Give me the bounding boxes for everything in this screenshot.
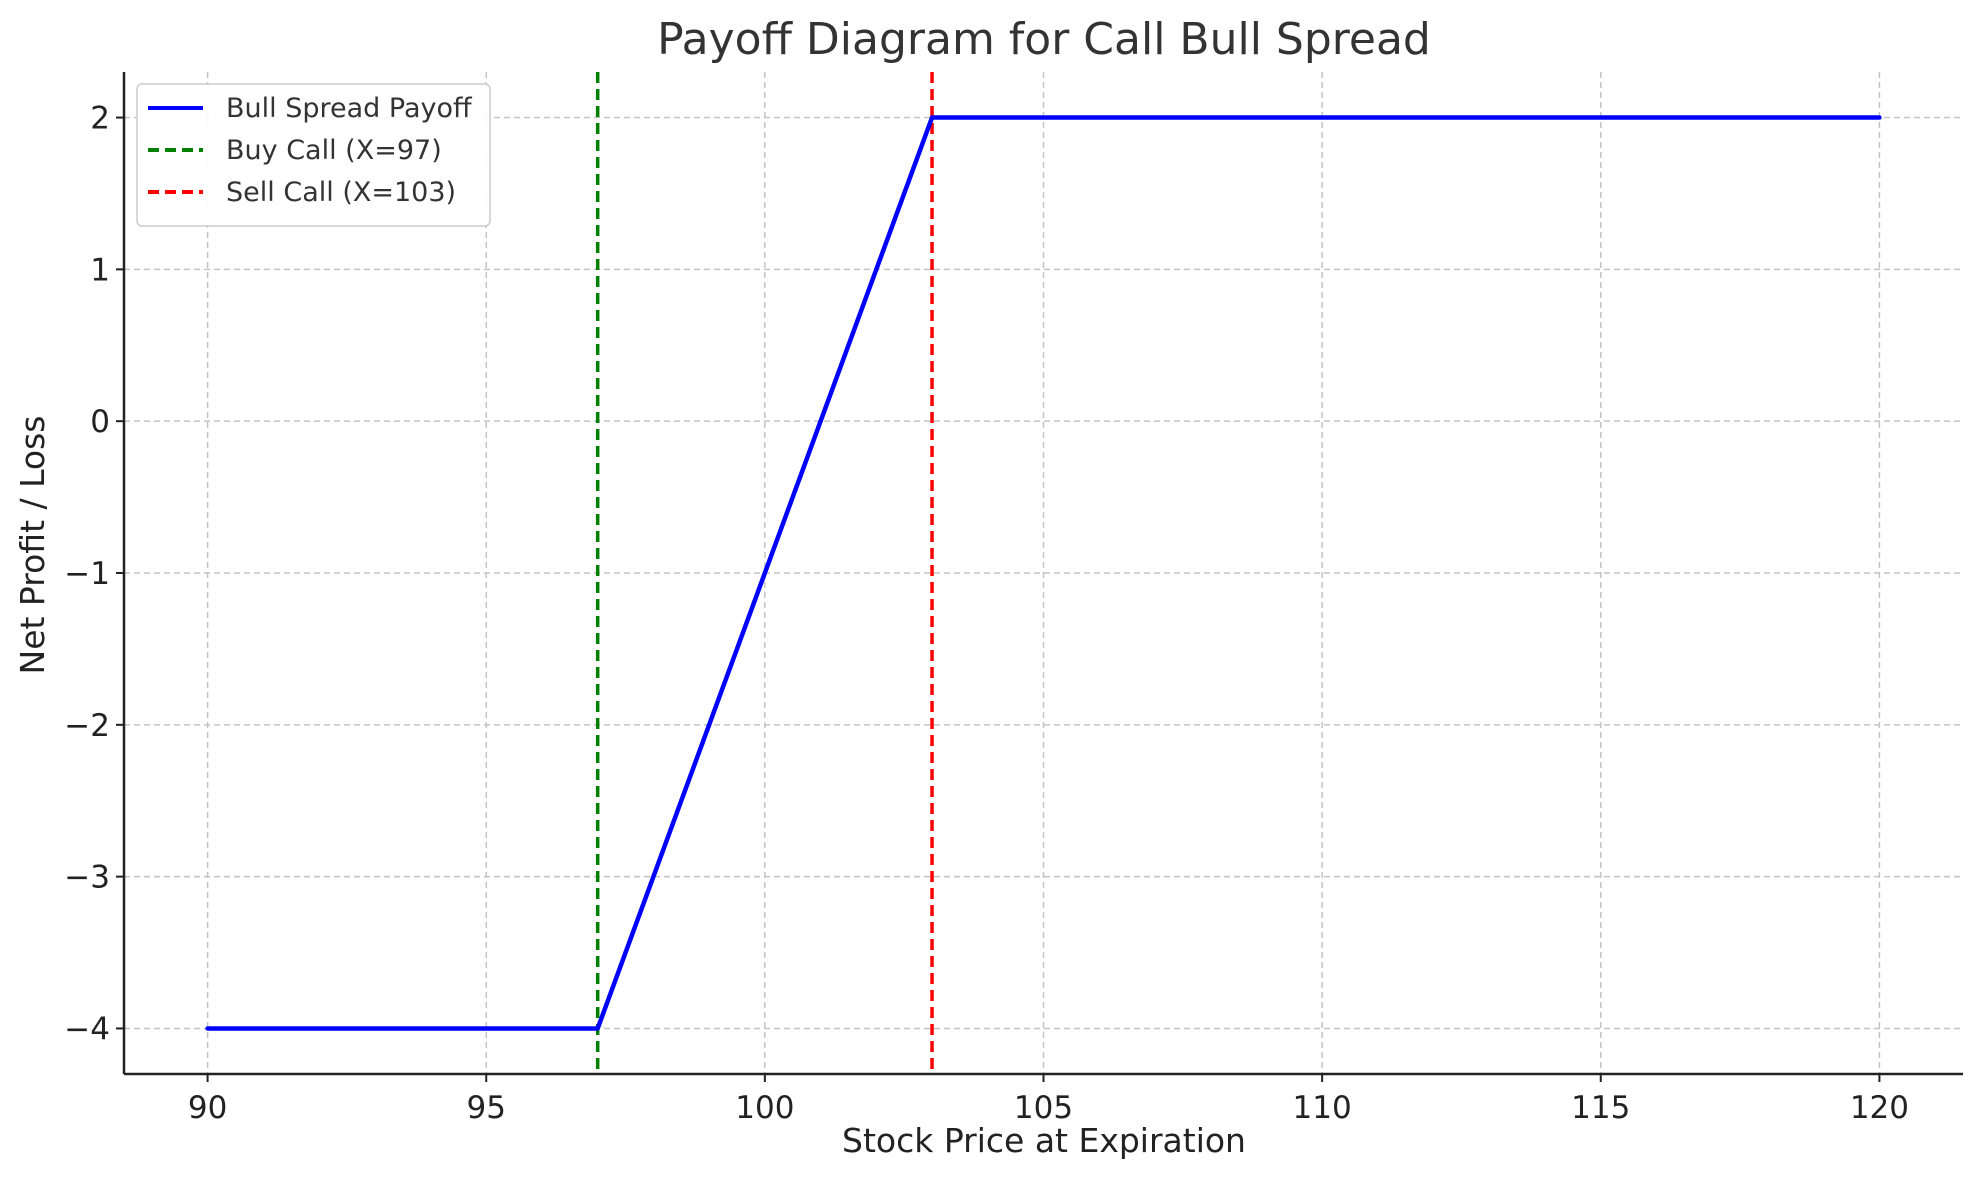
chart-title: Payoff Diagram for Call Bull Spread bbox=[657, 14, 1431, 65]
legend-box bbox=[136, 83, 491, 227]
legend-label: Sell Call (X=103) bbox=[226, 177, 456, 208]
legend-entry-buy-call: Buy Call (X=97) bbox=[148, 135, 442, 166]
x-tick-label: 110 bbox=[1293, 1090, 1352, 1126]
y-tick-label: −2 bbox=[64, 708, 110, 744]
legend-entry-payoff: Bull Spread Payoff bbox=[148, 93, 473, 124]
tick-labels: 90 95 100 105 110 115 120 −4 −3 −2 −1 0 1 2 bbox=[64, 101, 1909, 1126]
y-tick-label: −3 bbox=[64, 860, 110, 896]
x-tick-label: 105 bbox=[1014, 1090, 1073, 1126]
y-tick-label: 0 bbox=[90, 404, 110, 440]
x-tick-label: 100 bbox=[735, 1090, 794, 1126]
x-tick-label: 95 bbox=[467, 1090, 506, 1126]
y-tick-label: 2 bbox=[90, 101, 110, 137]
legend: Bull Spread Payoff Buy Call (X=97) Sell Ca… bbox=[136, 83, 491, 227]
grid bbox=[124, 72, 1963, 1074]
series-lines bbox=[205, 115, 1882, 1031]
x-tick-label: 120 bbox=[1850, 1090, 1909, 1126]
bull-spread-payoff-line bbox=[205, 115, 1882, 1031]
y-tick-label: −1 bbox=[64, 556, 110, 592]
legend-entry-sell-call: Sell Call (X=103) bbox=[148, 177, 456, 208]
y-tick-label: −4 bbox=[64, 1011, 110, 1047]
y-axis-label: Net Profit / Loss bbox=[13, 416, 52, 675]
legend-label: Bull Spread Payoff bbox=[226, 93, 473, 124]
x-tick-label: 115 bbox=[1571, 1090, 1630, 1126]
x-axis-label: Stock Price at Expiration bbox=[842, 1121, 1246, 1160]
x-tick-label: 90 bbox=[188, 1090, 227, 1126]
y-tick-label: 1 bbox=[90, 252, 110, 288]
strike-lines bbox=[595, 72, 934, 1074]
legend-label: Buy Call (X=97) bbox=[226, 135, 442, 166]
